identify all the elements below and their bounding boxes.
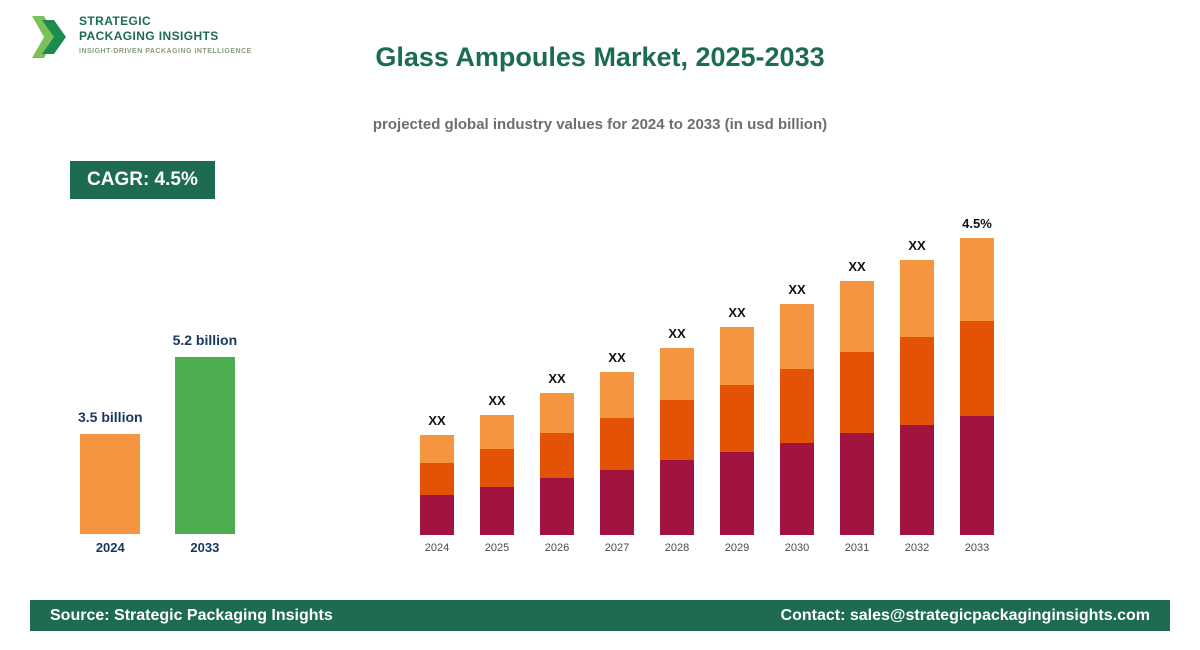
stacked-segment-upper — [600, 372, 634, 418]
footer-contact: Contact: sales@strategicpackaginginsight… — [780, 606, 1150, 624]
stacked-bar-top-label: XX — [908, 238, 926, 253]
stacked-segment-lower — [600, 470, 634, 535]
stacked-segment-lower — [480, 487, 514, 535]
stacked-bar-group: 4.5% 2033 — [960, 216, 994, 556]
stacked-segment-lower — [540, 478, 574, 535]
stacked-bar-top-label: 4.5% — [962, 216, 992, 231]
stacked-bar-top-label: XX — [608, 350, 626, 365]
stacked-bar-group: XX 2026 — [540, 371, 574, 556]
stacked-bar — [960, 238, 994, 535]
stacked-bar-group: XX 2024 — [420, 413, 454, 556]
stacked-segment-upper — [660, 348, 694, 400]
stacked-bar-category-label: 2032 — [904, 542, 930, 554]
stacked-bar-category-label: 2033 — [964, 542, 990, 554]
stacked-segment-lower — [840, 433, 874, 535]
mini-bar-value-label: 3.5 billion — [78, 409, 143, 425]
stacked-bar-category-label: 2026 — [544, 542, 570, 554]
brand-name-line2: PACKAGING INSIGHTS — [79, 29, 219, 43]
stacked-bar-group: XX 2027 — [600, 350, 634, 556]
mini-bar — [80, 434, 141, 534]
stacked-segment-middle — [840, 352, 874, 433]
stacked-bar — [900, 260, 934, 535]
stacked-segment-middle — [540, 433, 574, 478]
stacked-segment-upper — [960, 238, 994, 321]
stacked-segment-lower — [960, 416, 994, 535]
stacked-bar-top-label: XX — [548, 371, 566, 386]
stacked-bar — [720, 327, 754, 535]
stacked-segment-upper — [900, 260, 934, 337]
stacked-bar-category-label: 2031 — [844, 542, 870, 554]
stacked-segment-upper — [480, 415, 514, 449]
stacked-segment-lower — [900, 425, 934, 535]
stacked-bar-group: XX 2031 — [840, 259, 874, 556]
stacked-bar-group: XX 2030 — [780, 282, 814, 556]
stacked-segment-middle — [780, 369, 814, 443]
stacked-segment-middle — [720, 385, 754, 452]
stacked-bar — [600, 372, 634, 535]
page-subtitle: projected global industry values for 202… — [372, 116, 828, 133]
stacked-bar — [840, 281, 874, 535]
mini-bar-category-label: 2033 — [190, 540, 220, 555]
stacked-segment-middle — [660, 400, 694, 460]
stacked-bar-top-label: XX — [428, 413, 446, 428]
stacked-bar-top-label: XX — [848, 259, 866, 274]
stacked-bar-top-label: XX — [668, 326, 686, 341]
cagr-badge: CAGR: 4.5% — [70, 161, 215, 199]
stacked-bar-top-label: XX — [728, 305, 746, 320]
stacked-segment-middle — [900, 337, 934, 425]
stacked-segment-upper — [420, 435, 454, 463]
stacked-segment-upper — [540, 393, 574, 433]
footer-source: Source: Strategic Packaging Insights — [50, 606, 333, 624]
stacked-segment-upper — [720, 327, 754, 385]
brand-tagline: INSIGHT-DRIVEN PACKAGING INTELLIGENCE — [79, 48, 252, 55]
mini-bar-category-label: 2024 — [95, 540, 125, 555]
stacked-bar-group: XX 2028 — [660, 326, 694, 556]
stacked-segment-middle — [960, 321, 994, 416]
growth-comparison-chart: 3.5 billion 2024 5.2 billion 2033 — [78, 332, 237, 556]
mini-bar-value-label: 5.2 billion — [172, 332, 238, 348]
stacked-bar-category-label: 2030 — [784, 542, 810, 554]
mini-bar-group: 3.5 billion 2024 — [78, 409, 143, 556]
stacked-bar-category-label: 2028 — [664, 542, 690, 554]
stacked-segment-middle — [420, 463, 454, 495]
stacked-segment-upper — [840, 281, 874, 352]
stacked-bar-top-label: XX — [488, 393, 506, 408]
mini-bar-group: 5.2 billion 2033 — [173, 332, 238, 556]
stacked-bar-group: XX 2025 — [480, 393, 514, 556]
stacked-bar — [480, 415, 514, 535]
stacked-segment-lower — [720, 452, 754, 535]
page-title: Glass Ampoules Market, 2025-2033 — [375, 42, 825, 72]
stacked-bar-category-label: 2027 — [604, 542, 630, 554]
stacked-segment-lower — [780, 443, 814, 535]
stacked-bar — [660, 348, 694, 535]
stacked-bar — [540, 393, 574, 535]
stacked-bar-group: XX 2029 — [720, 305, 754, 556]
stacked-bar-category-label: 2024 — [424, 542, 450, 554]
stacked-bar-group: XX 2032 — [900, 238, 934, 556]
mini-bar — [174, 357, 235, 534]
projection-stacked-chart: XX 2024 XX 2025 XX 2026 XX 2027 XX 2028 XX 2029 XX 20… — [420, 216, 994, 556]
stacked-bar-category-label: 2029 — [724, 542, 750, 554]
stacked-bar — [780, 304, 814, 535]
brand-chevron-icon — [32, 16, 66, 58]
stacked-segment-lower — [660, 460, 694, 535]
stacked-segment-upper — [780, 304, 814, 369]
brand-text: STRATEGIC PACKAGING INSIGHTS INSIGHT-DRI… — [79, 14, 252, 57]
footer-bar: Source: Strategic Packaging Insights Con… — [30, 600, 1170, 631]
stacked-bar-top-label: XX — [788, 282, 806, 297]
stacked-bar — [420, 435, 454, 535]
stacked-segment-middle — [480, 449, 514, 487]
brand-logo: STRATEGIC PACKAGING INSIGHTS INSIGHT-DRI… — [30, 14, 252, 60]
stacked-bar-category-label: 2025 — [484, 542, 510, 554]
stacked-segment-lower — [420, 495, 454, 535]
stacked-segment-middle — [600, 418, 634, 470]
brand-name-line1: STRATEGIC — [79, 14, 152, 28]
